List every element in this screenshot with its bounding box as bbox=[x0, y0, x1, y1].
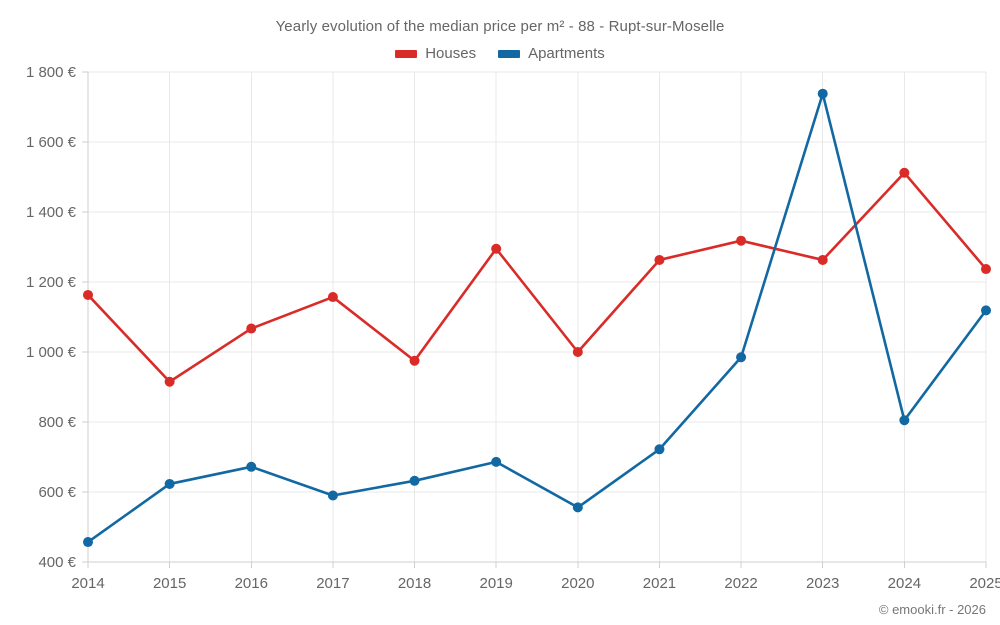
data-point-houses[interactable] bbox=[327, 292, 338, 303]
x-axis-tick-label: 2018 bbox=[398, 575, 431, 592]
data-point-apartments[interactable] bbox=[491, 456, 502, 467]
x-axis-tick-label: 2014 bbox=[71, 575, 104, 592]
data-point-houses[interactable] bbox=[899, 167, 910, 178]
data-point-apartments[interactable] bbox=[409, 475, 420, 486]
data-point-apartments[interactable] bbox=[817, 88, 828, 99]
data-point-houses[interactable] bbox=[817, 254, 828, 265]
legend-label-apartments: Apartments bbox=[528, 45, 605, 62]
x-axis-tick-label: 2016 bbox=[235, 575, 268, 592]
footer-credit: © emooki.fr - 2026 bbox=[878, 602, 986, 617]
x-axis-tick-label: 2021 bbox=[643, 575, 676, 592]
data-point-apartments[interactable] bbox=[572, 502, 583, 513]
data-point-houses[interactable] bbox=[981, 264, 991, 275]
data-point-apartments[interactable] bbox=[246, 461, 257, 472]
data-point-houses[interactable] bbox=[736, 235, 747, 246]
x-axis-tick-label: 2024 bbox=[888, 575, 921, 592]
chart-legend: Houses Apartments bbox=[0, 45, 1000, 62]
data-point-houses[interactable] bbox=[654, 254, 665, 265]
data-point-apartments[interactable] bbox=[654, 444, 665, 455]
y-axis-tick-label: 400 € bbox=[38, 554, 76, 571]
legend-item-apartments[interactable]: Apartments bbox=[498, 45, 605, 62]
data-point-apartments[interactable] bbox=[981, 305, 991, 316]
chart-title: Yearly evolution of the median price per… bbox=[275, 18, 725, 35]
data-point-houses[interactable] bbox=[409, 355, 420, 366]
y-axis-tick-label: 1 400 € bbox=[26, 204, 77, 221]
x-axis-tick-label: 2015 bbox=[153, 575, 186, 592]
data-point-houses[interactable] bbox=[83, 289, 93, 300]
data-point-apartments[interactable] bbox=[83, 537, 93, 548]
data-point-houses[interactable] bbox=[164, 376, 175, 387]
legend-item-houses[interactable]: Houses bbox=[395, 45, 476, 62]
x-axis-tick-label: 2022 bbox=[724, 575, 757, 592]
data-point-houses[interactable] bbox=[246, 323, 257, 334]
data-point-houses[interactable] bbox=[491, 243, 502, 254]
x-axis-tick-label: 2017 bbox=[316, 575, 349, 592]
legend-label-houses: Houses bbox=[425, 45, 477, 62]
y-axis-tick-label: 1 000 € bbox=[26, 344, 77, 361]
x-axis-tick-label: 2019 bbox=[479, 575, 512, 592]
x-axis-tick-label: 2025 bbox=[969, 575, 1000, 592]
series-line-apartments bbox=[86, 92, 988, 544]
data-point-apartments[interactable] bbox=[164, 478, 175, 489]
series-line-houses bbox=[86, 171, 988, 384]
data-point-apartments[interactable] bbox=[899, 415, 910, 426]
data-point-houses[interactable] bbox=[572, 347, 583, 357]
legend-swatch-apartments bbox=[498, 49, 521, 58]
y-axis-tick-label: 1 600 € bbox=[26, 134, 77, 151]
y-axis-tick-label: 1 200 € bbox=[26, 274, 77, 291]
x-axis-tick-label: 2020 bbox=[561, 575, 594, 592]
y-axis-tick-label: 800 € bbox=[38, 414, 76, 431]
data-point-apartments[interactable] bbox=[736, 352, 747, 363]
legend-swatch-houses bbox=[395, 49, 418, 58]
data-point-apartments[interactable] bbox=[327, 490, 338, 501]
y-axis-tick-label: 600 € bbox=[38, 484, 76, 501]
y-axis-tick-label: 1 800 € bbox=[26, 64, 77, 81]
x-axis-tick-label: 2023 bbox=[806, 575, 839, 592]
